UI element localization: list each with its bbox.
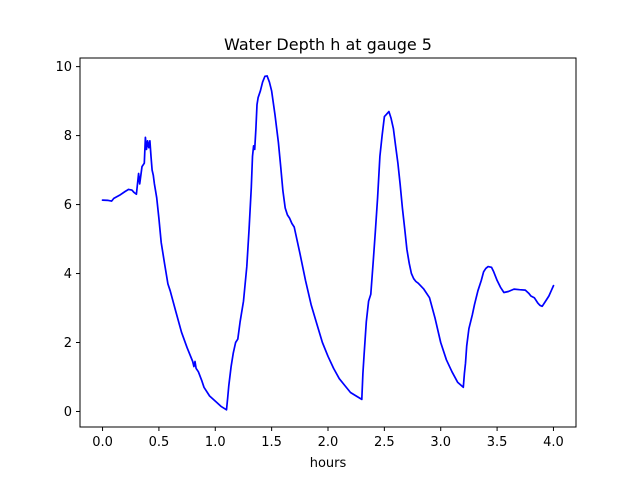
y-tick-label: 0 — [64, 405, 72, 420]
x-tick-label: 3.5 — [487, 435, 508, 450]
x-tick-label: 4.0 — [543, 435, 564, 450]
y-tick-label: 8 — [64, 129, 72, 144]
x-tick-label: 2.0 — [318, 435, 339, 450]
y-tick-label: 10 — [55, 60, 72, 75]
x-tick-label: 0.5 — [149, 435, 170, 450]
y-tick-label: 4 — [64, 267, 72, 282]
series-layer — [101, 75, 555, 411]
series-line-1 — [101, 75, 555, 411]
chart-title: Water Depth h at gauge 5 — [224, 35, 432, 54]
y-tick-label: 2 — [64, 336, 72, 351]
x-axis-label: hours — [310, 456, 347, 471]
x-tick-label: 3.0 — [430, 435, 451, 450]
x-tick-label: 0.0 — [92, 435, 113, 450]
y-axis: 0 2 4 6 8 10 — [55, 60, 80, 420]
x-axis: 0.0 0.5 1.0 1.5 2.0 2.5 3.0 3.5 4.0 — [92, 427, 564, 450]
x-tick-label: 1.0 — [205, 435, 226, 450]
x-tick-label: 1.5 — [261, 435, 282, 450]
y-tick-label: 6 — [64, 198, 72, 213]
x-tick-label: 2.5 — [374, 435, 395, 450]
